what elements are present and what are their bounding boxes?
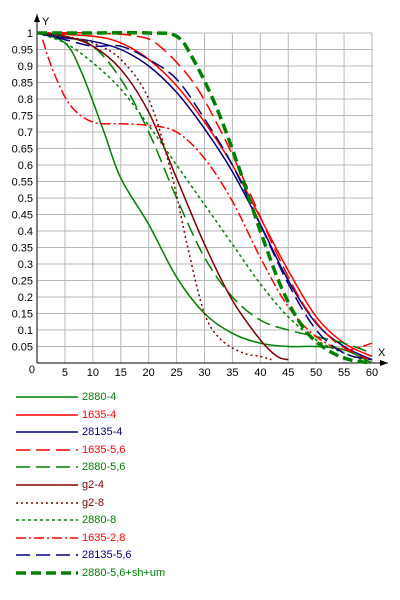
y-axis-label: Y xyxy=(42,16,50,28)
legend-label: 28135-5,6 xyxy=(82,549,132,562)
x-axis-label: X xyxy=(378,347,386,359)
y-tick-label: 1 xyxy=(27,28,33,40)
legend-swatch xyxy=(16,484,78,486)
chart-axes xyxy=(34,14,388,366)
y-axis-arrow xyxy=(34,14,40,22)
x-tick-label: 45 xyxy=(282,367,294,379)
legend-swatch xyxy=(16,519,78,521)
x-tick-label: 40 xyxy=(254,367,266,379)
legend-item-28135-4: 28135-4 xyxy=(0,423,400,441)
x-tick-label: 35 xyxy=(226,367,238,379)
legend-label: g2-4 xyxy=(82,479,105,491)
legend-swatch xyxy=(16,537,78,539)
legend-item-1635-4: 1635-4 xyxy=(0,406,400,424)
x-tick-label: 15 xyxy=(115,367,127,379)
legend-label: 1635-5,6 xyxy=(82,443,126,456)
legend-swatch xyxy=(16,449,78,451)
legend-item-2880-5-6-sh-um: 2880-5,6+sh+um xyxy=(0,564,400,582)
series-line-1635-2-8 xyxy=(41,39,373,351)
legend-swatch xyxy=(16,413,78,416)
y-tick-label: 0.5 xyxy=(18,193,33,205)
y-tick-labels: 0.05 0.1 0.15 0.2 0.25 0.3 0.35 0.4 0.45 0.5 0.55 0… xyxy=(12,28,33,354)
legend-label: 2880-4 xyxy=(82,391,117,403)
legend-label: 1635-4 xyxy=(82,408,117,421)
legend-item-28135-5-6: 28135-5,6 xyxy=(0,546,400,564)
legend-item-1635-5-6: 1635-5,6 xyxy=(0,441,400,459)
x-tick-label: 30 xyxy=(198,367,210,379)
y-tick-label: 0.75 xyxy=(12,111,33,123)
y-tick-label: 0.3 xyxy=(18,259,33,271)
series-line-2880-4 xyxy=(36,32,373,364)
legend-label: g2-8 xyxy=(82,496,105,509)
y-tick-label: 0.85 xyxy=(12,78,33,90)
y-tick-label: 0.35 xyxy=(12,243,33,255)
legend-swatch xyxy=(16,466,78,469)
legend-swatch xyxy=(16,571,78,575)
legend-swatch xyxy=(16,396,78,398)
x-tick-label: 55 xyxy=(338,367,350,379)
y-tick-label: 0.65 xyxy=(12,144,33,156)
y-tick-label: 0.95 xyxy=(12,45,33,57)
y-tick-label: 0.55 xyxy=(12,177,33,189)
x-tick-label: 20 xyxy=(143,367,155,379)
x-tick-label: 25 xyxy=(170,367,182,379)
legend-item-g2-4: g2-4 xyxy=(0,476,400,494)
series-line-g2-4 xyxy=(36,32,289,361)
x-tick-label: 0 xyxy=(29,364,35,376)
legend-label: 28135-4 xyxy=(82,426,123,439)
legend-label: 2880-5,6+sh+um xyxy=(82,567,166,579)
legend-item-2880-4: 2880-4 xyxy=(0,388,400,406)
y-tick-label: 0.05 xyxy=(12,342,33,354)
legend-item-g2-8: g2-8 xyxy=(0,494,400,512)
legend-item-1635-2-8: 1635-2,8 xyxy=(0,529,400,547)
x-tick-label: 60 xyxy=(366,367,378,379)
x-tick-label: 5 xyxy=(62,367,68,379)
legend-label: 1635-2,8 xyxy=(82,531,126,544)
series-line-1635-4 xyxy=(36,32,373,358)
series-line-2880-5-6-sh-um xyxy=(37,30,373,365)
legend-swatch xyxy=(16,501,78,504)
y-tick-label: 0.25 xyxy=(12,276,33,288)
y-tick-label: 0.9 xyxy=(18,61,33,73)
y-tick-label: 0.6 xyxy=(18,160,33,172)
x-axis-arrow xyxy=(380,360,388,366)
series-line-2880-8 xyxy=(36,32,373,364)
x-tick-label: 50 xyxy=(310,367,322,379)
legend-label: 2880-8 xyxy=(82,514,117,527)
x-tick-label: 10 xyxy=(87,367,99,379)
y-tick-label: 0.7 xyxy=(18,127,33,139)
chart-canvas: 0.05 0.1 0.15 0.2 0.25 0.3 0.35 0.4 0.45 0.5 0.55 0… xyxy=(12,14,388,379)
y-tick-label: 0.45 xyxy=(12,210,33,222)
y-tick-label: 0.4 xyxy=(18,226,33,238)
y-tick-label: 0.2 xyxy=(18,292,33,304)
series-line-g2-8 xyxy=(36,32,272,361)
chart-grid xyxy=(37,32,373,363)
x-tick-labels: 0 5 10 15 20 25 30 35 40 45 50 55 60 xyxy=(29,364,378,379)
legend-swatch xyxy=(16,554,78,557)
y-tick-label: 0.1 xyxy=(18,325,33,337)
legend-item-2880-5-6: 2880-5,6 xyxy=(0,458,400,476)
y-tick-label: 0.15 xyxy=(12,309,33,321)
y-tick-label: 0.8 xyxy=(18,94,33,106)
legend-item-2880-8: 2880-8 xyxy=(0,511,400,529)
legend-label: 2880-5,6 xyxy=(82,461,126,474)
legend-swatch xyxy=(16,431,78,433)
chart-series xyxy=(36,30,373,365)
